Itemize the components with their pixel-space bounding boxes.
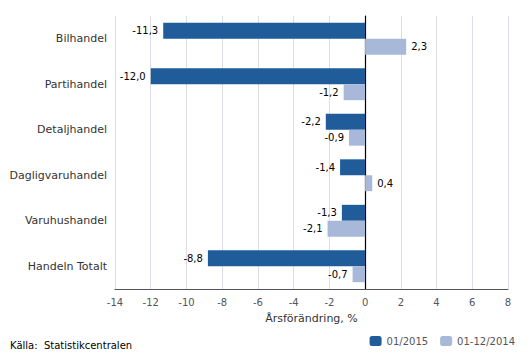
svg-text:Detaljhandel: Detaljhandel (37, 123, 107, 136)
svg-text:01-12/2014: 01-12/2014 (457, 336, 515, 347)
svg-text:-1,2: -1,2 (319, 87, 339, 98)
svg-text:-0,9: -0,9 (324, 132, 344, 143)
svg-text:Partihandel: Partihandel (45, 78, 107, 91)
svg-text:0,4: 0,4 (377, 178, 393, 189)
svg-text:8: 8 (505, 297, 511, 308)
svg-text:Årsförändring, %: Årsförändring, % (265, 312, 358, 325)
svg-text:-8: -8 (217, 297, 227, 308)
svg-text:4: 4 (433, 297, 439, 308)
svg-text:-12: -12 (143, 297, 159, 308)
svg-text:-1,3: -1,3 (317, 207, 337, 218)
svg-text:Handeln Totalt: Handeln Totalt (28, 260, 108, 273)
svg-text:-2,2: -2,2 (301, 116, 321, 127)
svg-text:2,3: 2,3 (411, 41, 427, 52)
svg-text:-4: -4 (289, 297, 299, 308)
svg-text:01/2015: 01/2015 (387, 336, 429, 347)
svg-text:-14: -14 (107, 297, 123, 308)
svg-text:0: 0 (362, 297, 368, 308)
svg-text:Varuhushandel: Varuhushandel (25, 214, 107, 227)
svg-text:-1,4: -1,4 (316, 162, 336, 173)
svg-text:-8,8: -8,8 (183, 253, 203, 264)
svg-text:Dagligvaruhandel: Dagligvaruhandel (9, 169, 107, 182)
svg-text:-0,7: -0,7 (328, 269, 348, 280)
svg-text:6: 6 (469, 297, 475, 308)
svg-text:Bilhandel: Bilhandel (56, 32, 107, 45)
svg-text:-10: -10 (178, 297, 194, 308)
svg-text:-2,1: -2,1 (303, 223, 323, 234)
svg-text:-2: -2 (324, 297, 334, 308)
svg-text:-11,3: -11,3 (132, 25, 158, 36)
svg-text:Källa: Statistikcentralen: Källa: Statistikcentralen (10, 340, 132, 351)
svg-text:2: 2 (398, 297, 404, 308)
svg-text:-12,0: -12,0 (120, 71, 146, 82)
svg-text:-6: -6 (253, 297, 263, 308)
